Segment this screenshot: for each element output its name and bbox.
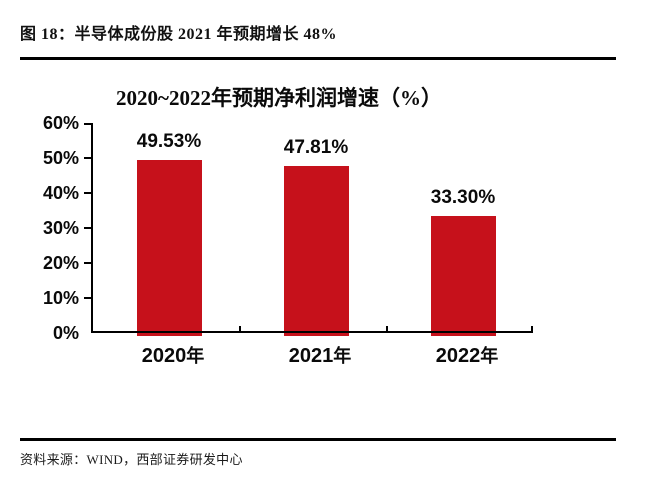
top-divider <box>20 57 616 60</box>
y-tick-label: 10% <box>42 288 79 308</box>
category-tick-mark <box>386 326 388 331</box>
y-tick-mark <box>84 262 92 264</box>
x-tick-label: 2021年 <box>288 345 352 367</box>
y-tick-mark <box>84 297 92 299</box>
bar-value-label: 47.81% <box>283 137 349 158</box>
plot-area: 0% 10% 20% 30% 40% 50% 60% 49.53% 2020年 47.81% 202… <box>43 114 533 367</box>
y-tick-mark <box>84 192 92 194</box>
x-tick-label: 2020年 <box>141 345 205 367</box>
bar-value-label: 49.53% <box>136 131 202 152</box>
x-axis-line <box>91 331 533 333</box>
category-tick-mark <box>239 326 241 331</box>
y-axis-line <box>91 123 93 333</box>
source-note: 资料来源：WIND，西部证券研发中心 <box>20 452 243 467</box>
y-tick-mark <box>84 157 92 159</box>
bar <box>283 166 349 336</box>
y-tick-label: 0% <box>52 323 79 343</box>
y-tick-label: 40% <box>42 183 79 203</box>
bottom-divider <box>20 438 616 441</box>
x-tick-label: 2022年 <box>435 345 499 367</box>
y-tick-label: 60% <box>42 113 79 133</box>
y-tick-label: 50% <box>42 148 79 168</box>
chart-title: 2020~2022年预期净利润增速（%） <box>116 86 442 110</box>
figure-caption: 图 18：半导体成份股 2021 年预期增长 48% <box>20 26 338 43</box>
bar <box>430 216 496 336</box>
y-tick-mark <box>84 123 92 125</box>
y-tick-label: 30% <box>42 218 79 238</box>
y-tick-mark <box>84 227 92 229</box>
bar <box>136 160 202 336</box>
bar-value-label: 33.30% <box>430 187 496 208</box>
y-tick-label: 20% <box>42 253 79 273</box>
axis-end-tick <box>531 326 533 331</box>
